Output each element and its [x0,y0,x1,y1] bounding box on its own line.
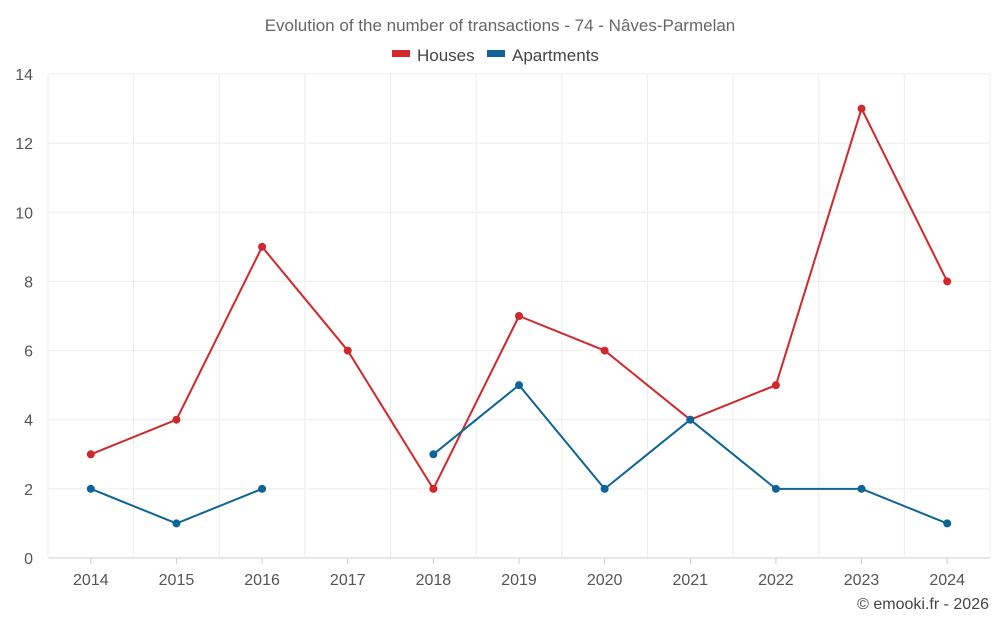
data-point-houses[interactable] [515,312,523,320]
x-tick-label: 2022 [758,572,794,589]
legend-label-houses[interactable]: Houses [417,46,475,65]
x-axis-ticks: 2014 2015 2016 2017 2018 2019 2020 2021 2022 2023… [73,558,965,589]
y-tick-label: 12 [15,136,33,153]
x-tick-label: 2024 [929,572,965,589]
data-point-houses[interactable] [258,242,267,251]
legend-label-apartments[interactable]: Apartments [512,46,599,65]
data-point-apartments[interactable] [686,415,695,424]
series-line-apartments [90,487,263,525]
data-point-apartments[interactable] [86,484,95,493]
series-apartments [86,381,952,528]
y-tick-label: 14 [15,67,33,84]
data-point-apartments[interactable] [515,381,523,390]
y-axis-ticks: 0 2 4 6 8 10 12 14 [15,67,33,568]
x-tick-label: 2014 [73,572,109,589]
data-point-apartments[interactable] [943,519,952,528]
chart-title: Evolution of the number of transactions … [265,16,736,35]
data-point-apartments[interactable] [172,519,181,528]
data-point-apartments[interactable] [258,484,267,493]
x-tick-label: 2018 [416,572,452,589]
y-tick-label: 4 [24,413,33,430]
y-tick-label: 2 [24,482,33,499]
x-tick-label: 2015 [159,572,195,589]
data-point-apartments[interactable] [429,450,438,459]
data-point-houses[interactable] [86,450,95,459]
series-line-apartments [432,384,948,525]
credit-text: © emooki.fr - 2026 [857,596,989,613]
data-point-houses[interactable] [771,381,780,390]
x-tick-label: 2016 [244,572,280,589]
data-point-houses[interactable] [943,277,952,286]
data-point-houses[interactable] [857,104,866,113]
x-tick-label: 2020 [587,572,623,589]
data-point-apartments[interactable] [771,484,780,493]
y-tick-label: 6 [24,344,33,361]
data-point-houses[interactable] [429,484,438,493]
legend-swatch-apartments [487,50,505,57]
x-tick-label: 2017 [330,572,366,589]
x-tick-label: 2023 [844,572,880,589]
series-group [86,104,952,528]
x-tick-label: 2021 [672,572,708,589]
y-tick-label: 10 [15,205,33,222]
data-point-apartments[interactable] [857,484,866,493]
data-point-houses[interactable] [343,346,352,355]
data-point-apartments[interactable] [600,484,609,493]
series-houses [86,104,952,493]
x-tick-label: 2019 [501,572,537,589]
legend: Houses Apartments [392,46,599,65]
y-tick-label: 0 [24,551,33,568]
legend-swatch-houses [392,50,410,57]
data-point-houses[interactable] [172,415,181,424]
y-tick-label: 8 [24,274,33,291]
data-point-houses[interactable] [600,346,609,355]
grid [47,73,991,559]
